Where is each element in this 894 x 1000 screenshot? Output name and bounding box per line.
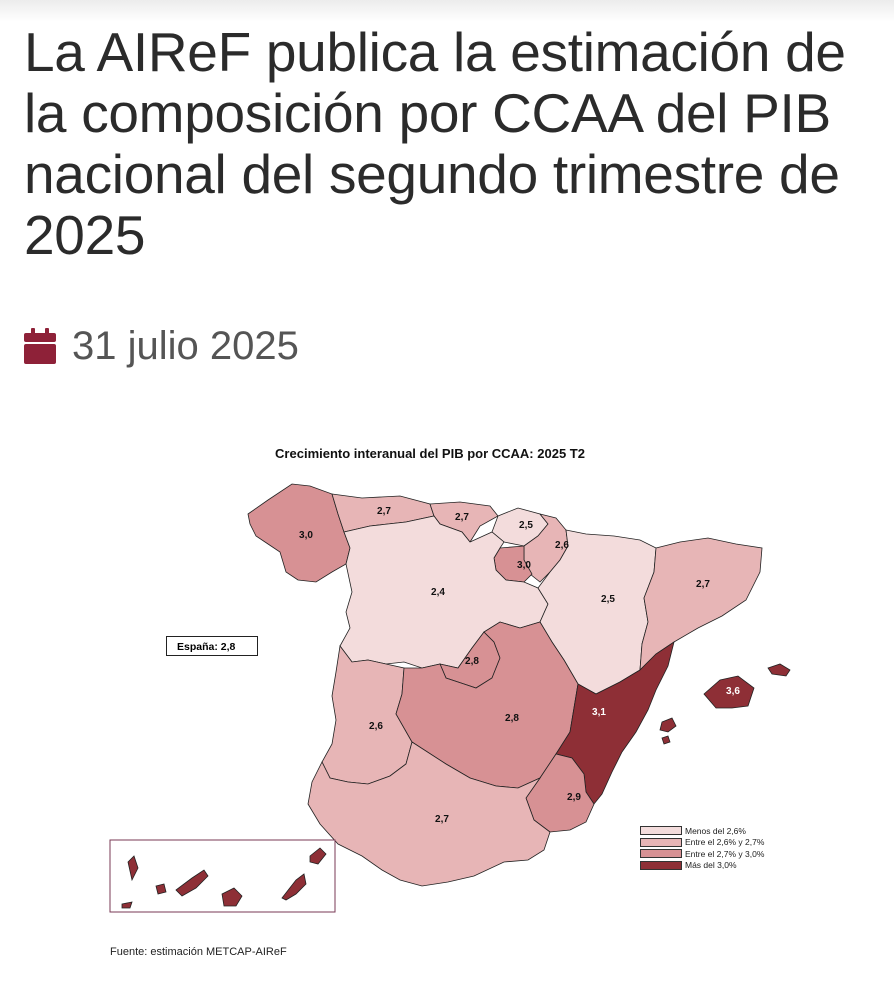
region-andalucia	[307, 741, 551, 887]
label-galicia: 3,0	[299, 530, 313, 541]
region-canarias-hierro	[121, 901, 133, 909]
legend-swatch	[640, 826, 682, 836]
article-title: La AIReF publica la estimación de la com…	[24, 21, 846, 266]
label-castilla-leon: 2,4	[431, 587, 445, 598]
legend-item: Entre el 2,6% y 2,7%	[640, 837, 764, 849]
legend-item: Entre el 2,7% y 3,0%	[640, 848, 764, 860]
region-canarias-lapalma	[127, 855, 139, 882]
label-navarra: 2,6	[555, 540, 569, 551]
label-murcia: 2,9	[567, 792, 581, 803]
legend-item: Menos del 2,6%	[640, 825, 764, 837]
label-canarias: 3,2	[224, 855, 238, 866]
article-date: 31 julio 2025	[24, 320, 299, 372]
label-extremadura: 2,6	[369, 721, 383, 732]
label-madrid: 2,8	[465, 656, 479, 667]
legend-label: Más del 3,0%	[685, 860, 737, 871]
calendar-icon	[24, 328, 56, 364]
top-shade	[0, 0, 894, 22]
region-baleares-formentera	[661, 735, 671, 745]
region-baleares-ibiza	[659, 717, 677, 733]
label-baleares: 3,6	[726, 686, 740, 697]
legend-label: Entre el 2,7% y 3,0%	[685, 848, 765, 859]
label-pais-vasco: 2,5	[519, 520, 533, 531]
legend-item: Más del 3,0%	[640, 860, 764, 872]
legend-label: Entre el 2,6% y 2,7%	[685, 837, 765, 848]
label-asturias: 2,7	[377, 506, 391, 517]
region-baleares-mallorca	[703, 675, 755, 709]
label-la-rioja: 3,0	[517, 560, 531, 571]
legend-swatch	[640, 849, 682, 859]
spain-map: 3,0 2,7 2,7 2,5 2,6 3,0 2,4 2,5 2,7 2,8 …	[109, 483, 791, 913]
region-canarias-gomera	[155, 883, 167, 895]
region-canarias-fuerteventura	[281, 873, 307, 901]
date-text: 31 julio 2025	[72, 323, 299, 368]
map-legend: Menos del 2,6% Entre el 2,6% y 2,7% Entr…	[640, 825, 764, 871]
region-baleares-menorca	[767, 663, 791, 677]
legend-swatch	[640, 837, 682, 847]
region-cataluna	[639, 537, 763, 672]
national-growth-box: España: 2,8	[166, 636, 258, 656]
label-castilla-la-mancha: 2,8	[505, 713, 519, 724]
map-title: Crecimiento interanual del PIB por CCAA:…	[275, 446, 585, 461]
legend-label: Menos del 2,6%	[685, 825, 746, 836]
legend-swatch	[640, 860, 682, 870]
region-canarias-lanzarote	[309, 847, 327, 865]
label-aragon: 2,5	[601, 594, 615, 605]
region-canarias-tenerife	[175, 869, 209, 897]
label-cantabria: 2,7	[455, 512, 469, 523]
gdp-map-figure: Crecimiento interanual del PIB por CCAA:…	[100, 432, 800, 972]
label-valencia: 3,1	[592, 707, 606, 718]
map-source: Fuente: estimación METCAP-AIReF	[110, 946, 287, 958]
region-canarias-grancanaria	[221, 887, 243, 907]
label-andalucia: 2,7	[435, 814, 449, 825]
label-cataluna: 2,7	[696, 579, 710, 590]
canarias-inset-frame	[109, 839, 336, 913]
region-galicia	[247, 483, 351, 583]
